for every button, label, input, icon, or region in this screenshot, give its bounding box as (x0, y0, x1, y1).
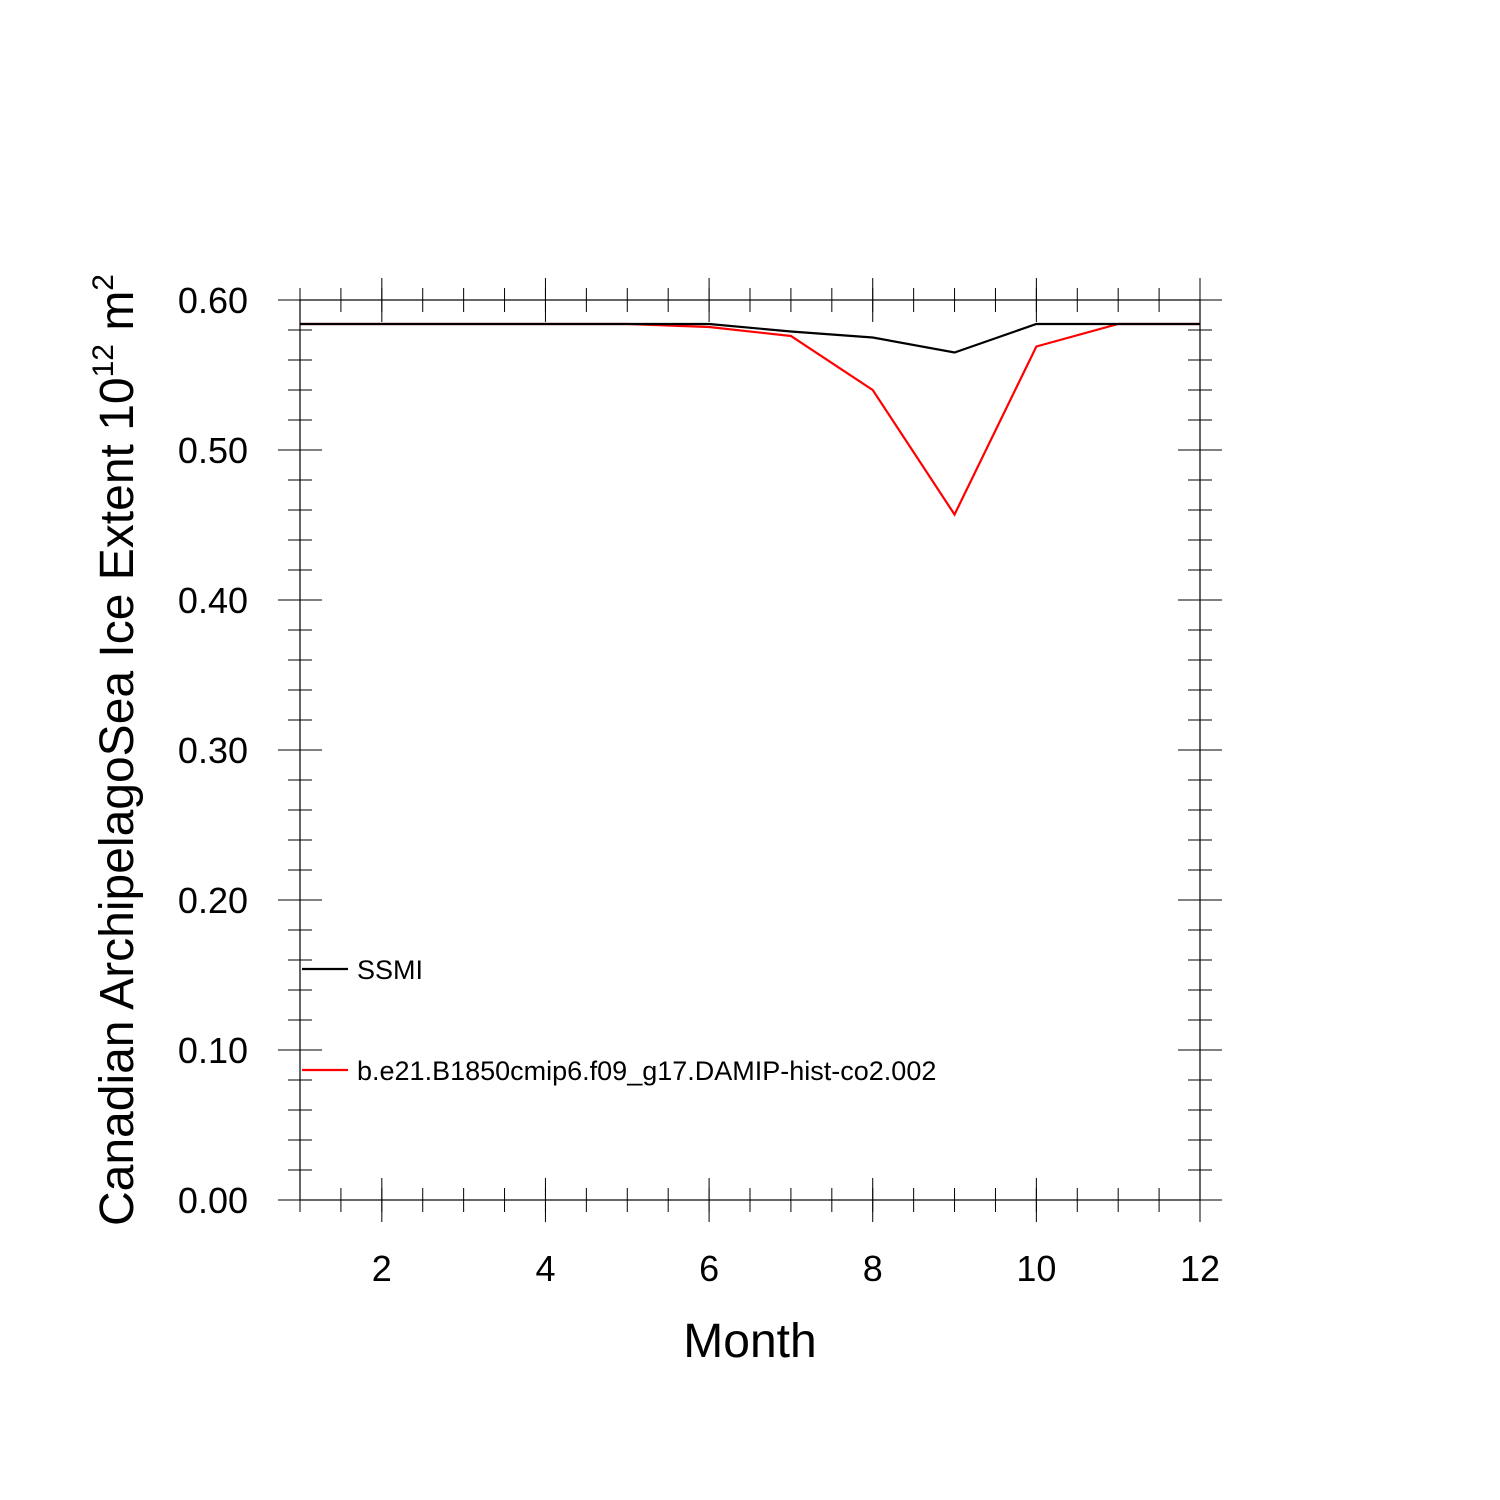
plot-frame (299, 299, 1201, 1201)
legend-label: SSMI (357, 955, 423, 985)
y-axis-title: Canadian ArchipelagoSea Ice Extent 1012 … (87, 274, 144, 1226)
y-axis-title-unit-exponent: 2 (87, 274, 120, 291)
series-layer (300, 322, 1200, 517)
y-tick-label: 0.20 (178, 880, 248, 921)
legend: SSMI b.e21.B1850cmip6.f09_g17.DAMIP-hist-… (302, 955, 936, 1086)
x-tick-label: 12 (1180, 1248, 1220, 1289)
y-tick-label: 0.50 (178, 430, 248, 471)
axis-ticks (278, 278, 1222, 1222)
legend-label: b.e21.B1850cmip6.f09_g17.DAMIP-hist-co2.… (357, 1056, 936, 1086)
series-line (300, 322, 1200, 517)
y-axis-title-text: Canadian ArchipelagoSea Ice Extent 10 (91, 377, 144, 1226)
y-tick-label: 0.10 (178, 1030, 248, 1071)
y-axis-title-exponent: 12 (87, 344, 120, 377)
x-tick-label: 4 (535, 1248, 555, 1289)
y-tick-label: 0.30 (178, 730, 248, 771)
y-tick-label: 0.00 (178, 1180, 248, 1221)
y-tick-label: 0.40 (178, 580, 248, 621)
x-tick-label: 6 (699, 1248, 719, 1289)
x-tick-label: 10 (1016, 1248, 1056, 1289)
y-tick-label: 0.60 (178, 280, 248, 321)
x-axis-title: Month (683, 1315, 816, 1368)
y-axis-title-unit: m (91, 291, 144, 344)
x-tick-label: 8 (863, 1248, 883, 1289)
x-tick-label: 2 (372, 1248, 392, 1289)
tick-labels: 2 4 6 8 10 12 0.00 0.10 0.20 0.30 0.40 0.50 0.60 (178, 280, 1220, 1289)
series-line (300, 322, 1200, 354)
